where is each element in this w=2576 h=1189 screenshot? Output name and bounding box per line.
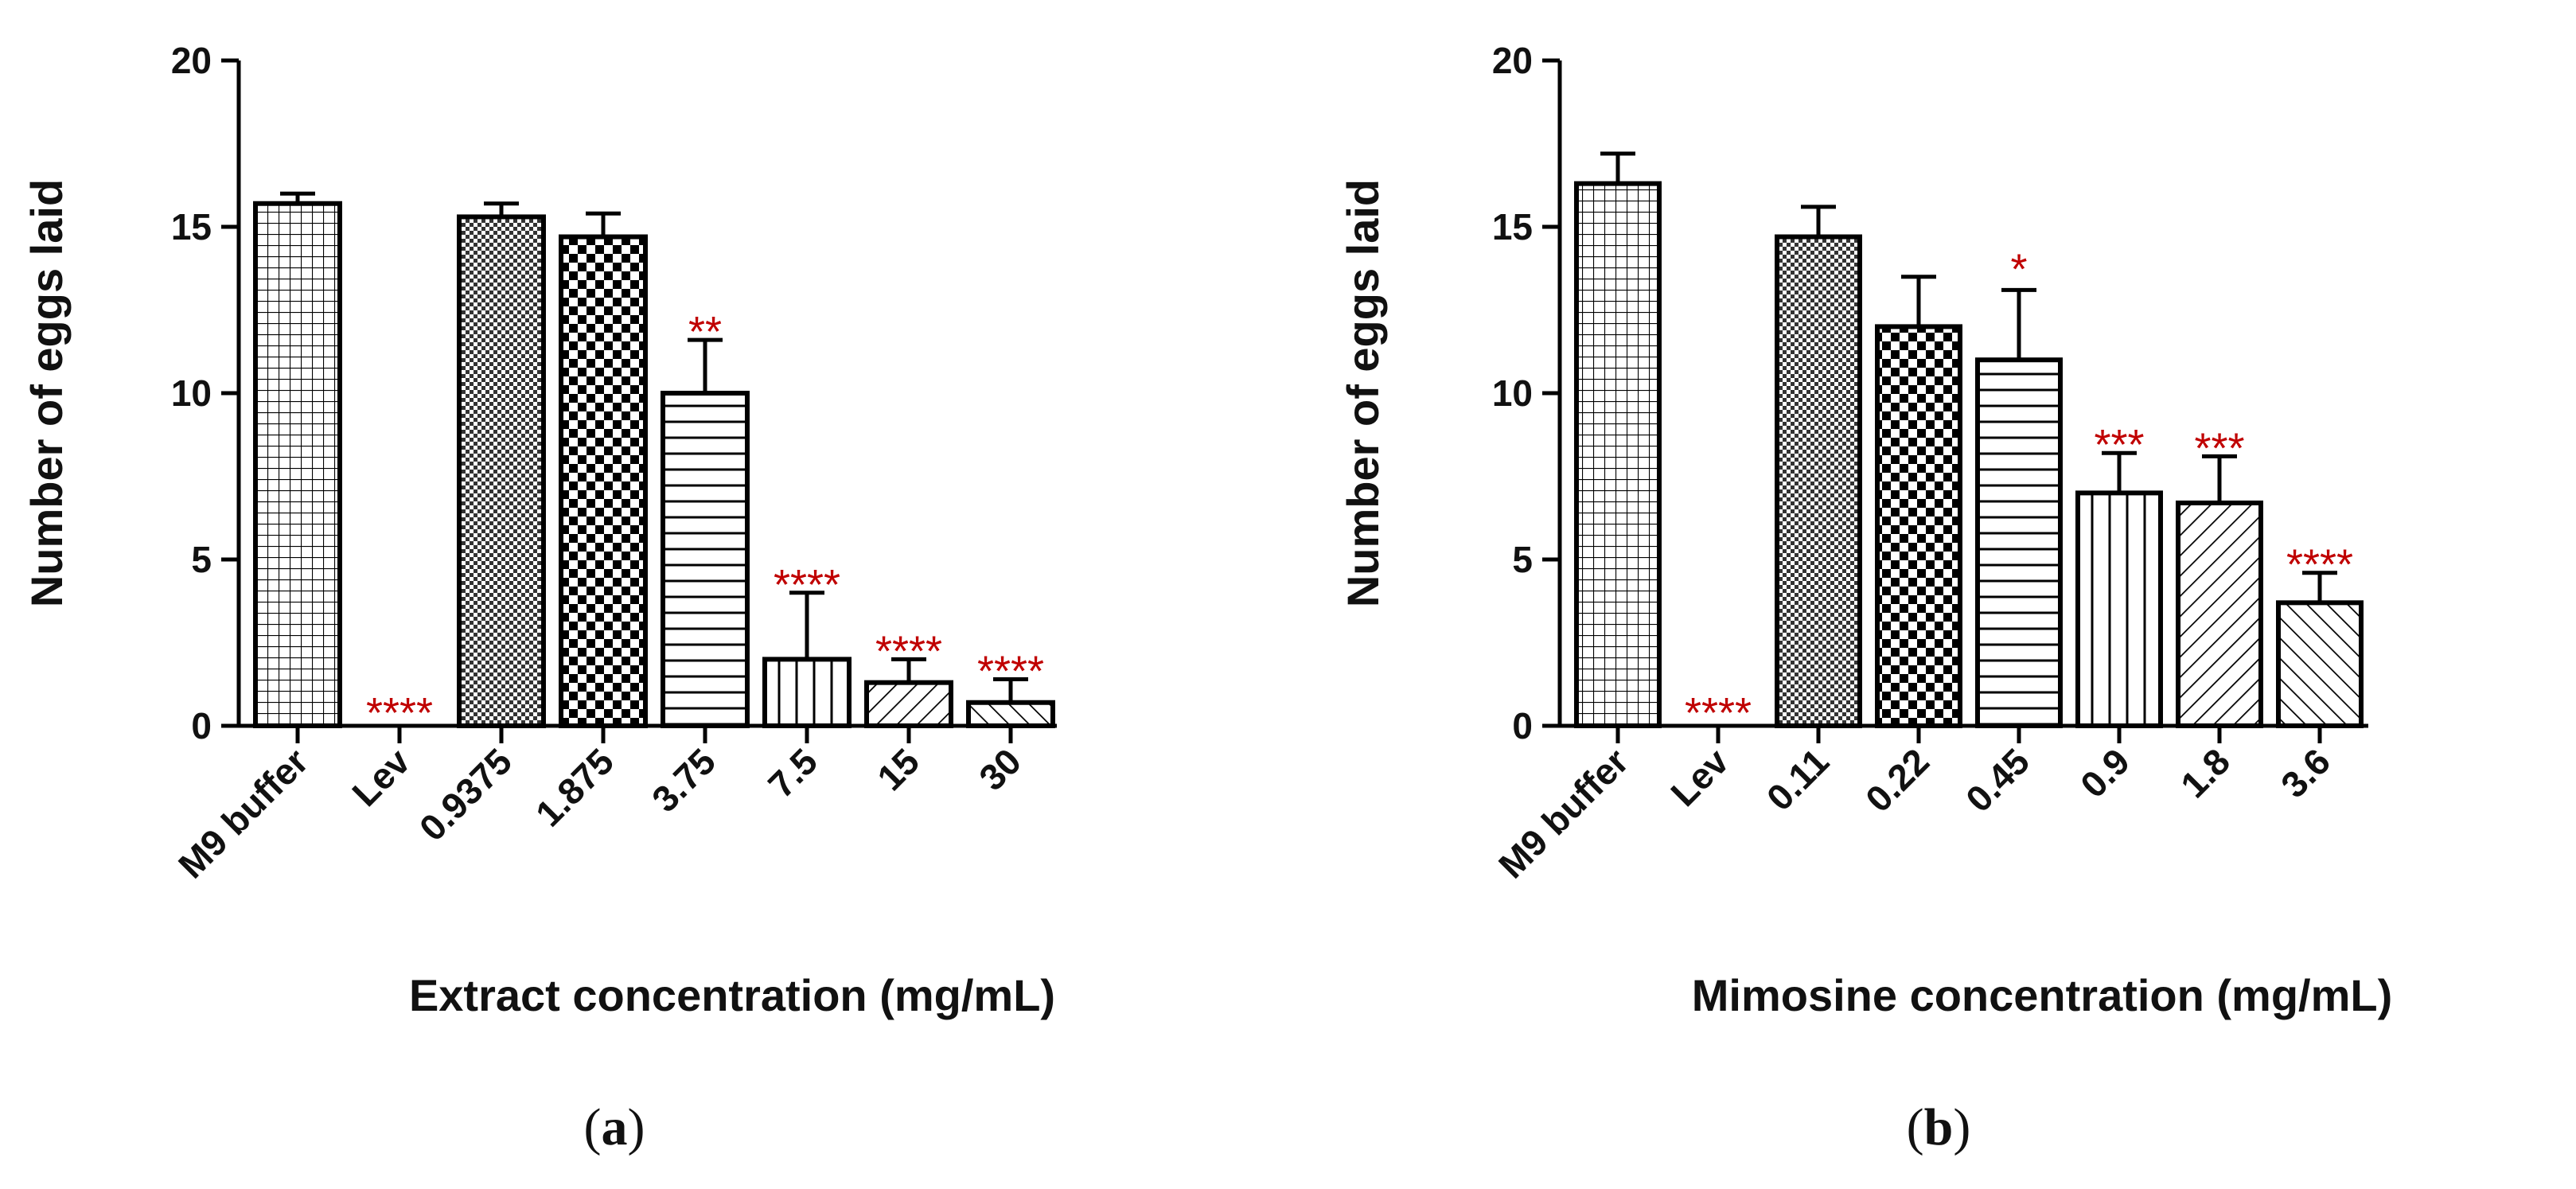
x-tick-label: 0.22 [1857,740,1937,820]
y-tick-label: 20 [171,40,212,81]
significance-label: **** [2286,541,2353,589]
bar [2176,500,2263,728]
panel-label-b: (b) [1907,1098,1971,1156]
significance-label: **** [774,561,840,609]
y-tick-label: 0 [191,705,212,747]
y-tick-label: 10 [171,372,212,414]
x-tick-label: 1.8 [2173,740,2238,805]
bar [661,391,750,728]
x-tick-label: 0.9 [2072,740,2138,805]
bar [253,201,342,729]
y-tick-label: 20 [1492,40,1533,81]
significance-label: *** [2094,421,2144,469]
x-tick-label: Lev [344,740,418,814]
bar [1875,324,1962,728]
x-tick-label: Lev [1662,740,1736,814]
y-tick-label: 5 [191,539,212,580]
x-tick-label: 15 [869,740,927,798]
significance-label: ** [688,308,722,356]
significance-label: **** [366,689,433,737]
bar [1975,357,2063,728]
x-axis-title: Mimosine concentration (mg/mL) [1692,970,2393,1020]
significance-label: **** [875,627,942,675]
x-tick-label: M9 buffer [1491,740,1636,886]
bar [1574,181,1662,729]
significance-label: **** [977,647,1044,695]
bar [966,700,1055,728]
x-tick-label: 0.45 [1958,740,2037,820]
x-tick-label: 3.75 [644,740,723,820]
significance-label: * [2010,245,2027,293]
bar [864,680,953,728]
y-tick-label: 0 [1512,705,1533,747]
x-tick-label: 0.9375 [411,740,520,848]
y-tick-label: 10 [1492,372,1533,414]
x-tick-label: 0.11 [1759,740,1837,818]
y-axis-title: Number of eggs laid [21,179,72,607]
panel-label-a: (a) [584,1098,645,1156]
y-tick-label: 5 [1512,539,1533,580]
bar [559,234,648,729]
x-tick-label: 1.875 [528,740,622,834]
x-tick-label: M9 buffer [170,740,316,886]
y-tick-label: 15 [171,206,212,248]
bar [2276,600,2364,729]
bar [762,657,852,729]
bar [457,214,546,728]
y-tick-label: 15 [1492,206,1533,248]
x-axis-title: Extract concentration (mg/mL) [409,970,1055,1020]
x-tick-label: 3.6 [2273,740,2338,805]
significance-label: *** [2194,424,2244,472]
bar [1775,234,1862,729]
y-axis-title: Number of eggs laid [1338,179,1388,607]
x-tick-label: 30 [971,740,1029,798]
bar [2075,490,2163,729]
x-tick-label: 7.5 [760,740,825,805]
significance-label: **** [1685,689,1752,737]
